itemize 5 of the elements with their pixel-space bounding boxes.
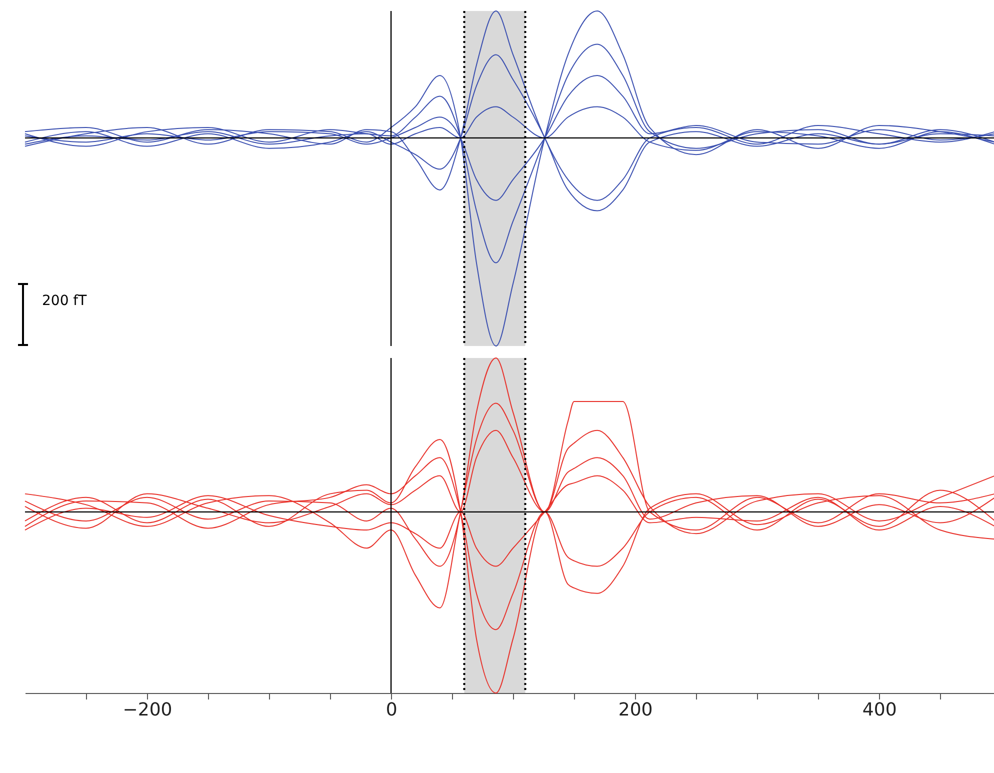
x-tick-label: −200 bbox=[122, 700, 172, 720]
annotation: 200 fT bbox=[42, 292, 87, 308]
x-tick-label: 200 bbox=[618, 700, 653, 720]
x-tick-label: 400 bbox=[862, 700, 897, 720]
x-tick-label: 0 bbox=[386, 700, 398, 720]
